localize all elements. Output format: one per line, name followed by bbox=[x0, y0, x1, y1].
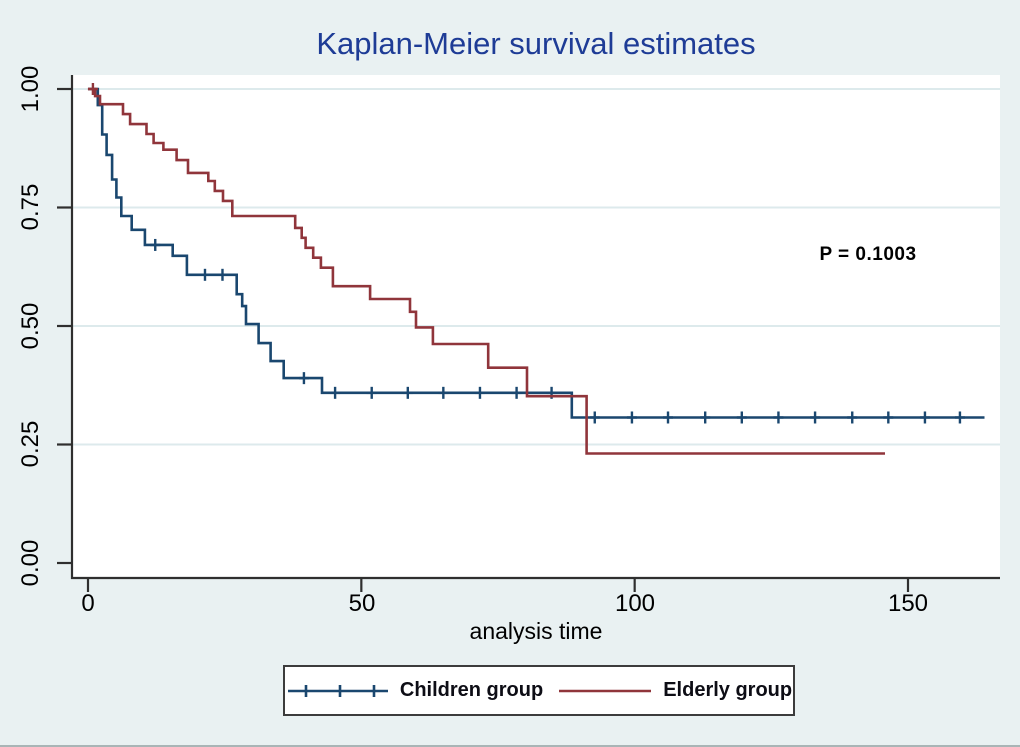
xtick-0: 0 bbox=[81, 590, 95, 617]
xtick-150: 150 bbox=[887, 590, 929, 617]
legend-label-children: Children group bbox=[399, 679, 544, 701]
chart-title: Kaplan-Meier survival estimates bbox=[316, 26, 756, 61]
xtick-50: 50 bbox=[348, 590, 376, 617]
legend: Children group Elderly group bbox=[283, 665, 795, 716]
children-line-sample-icon bbox=[287, 684, 388, 697]
elderly-line-sample-icon bbox=[559, 689, 652, 692]
x-axis-title: analysis time bbox=[469, 618, 603, 644]
xtick-100: 100 bbox=[614, 590, 656, 617]
ytick-0.50: 0.50 bbox=[17, 302, 44, 350]
ytick-1.00: 1.00 bbox=[17, 65, 44, 113]
legend-label-elderly: Elderly group bbox=[663, 679, 793, 701]
p-value-annotation: P = 0.1003 bbox=[819, 244, 917, 265]
ytick-0.75: 0.75 bbox=[17, 183, 44, 231]
ytick-0.25: 0.25 bbox=[17, 420, 44, 468]
ytick-0.00: 0.00 bbox=[17, 539, 44, 587]
figure-bottom-border bbox=[0, 745, 1020, 747]
